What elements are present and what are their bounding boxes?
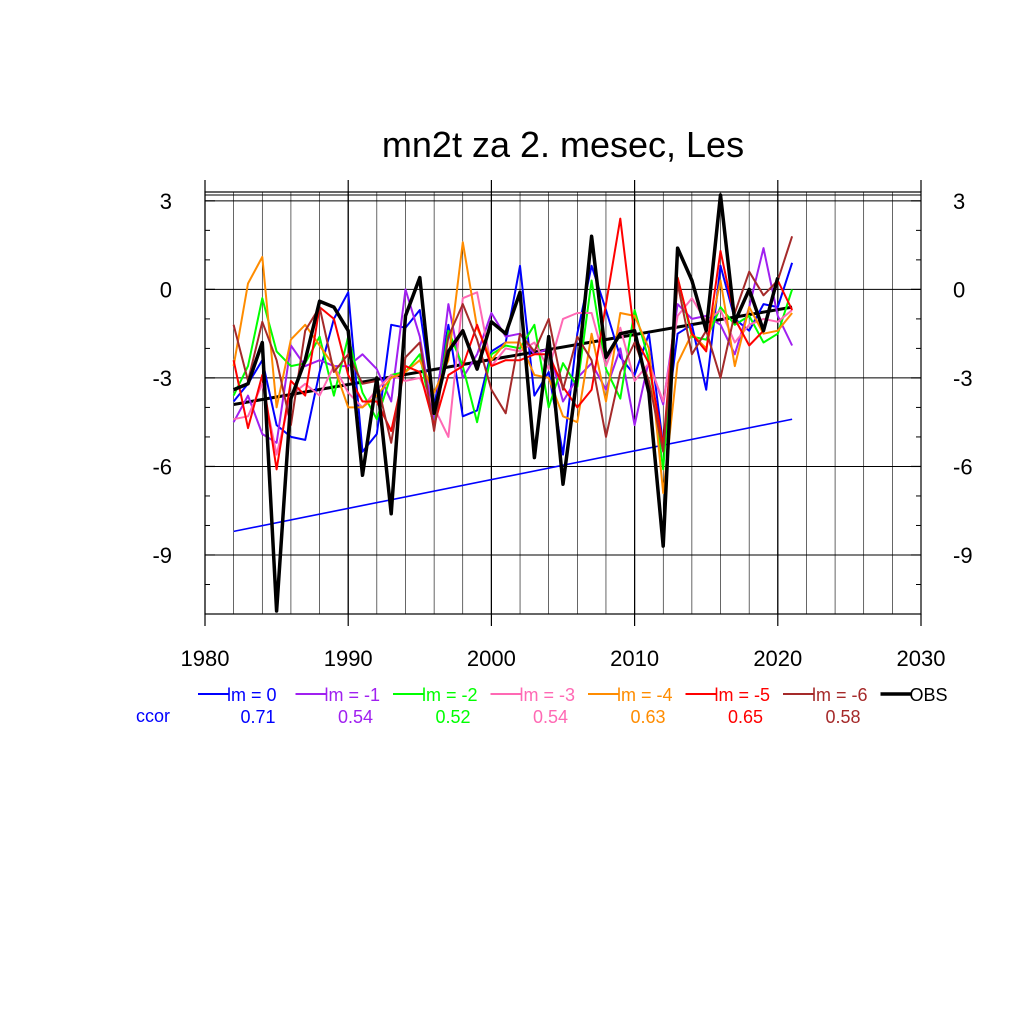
x-tick-label: 2000 xyxy=(467,646,516,671)
trend-line xyxy=(233,418,793,533)
chart-title: mn2t za 2. mesec, Les xyxy=(382,124,744,165)
trend-line xyxy=(233,305,793,406)
x-tick-label: 2010 xyxy=(610,646,659,671)
ccor-value: 0.58 xyxy=(825,707,860,727)
legend-label: lm = -5 xyxy=(715,685,771,705)
ticks: 3 3 0 0 -3 -3 -6 -6 -9 -9 1980 1990 2000 2010 2020 2030 xyxy=(152,180,973,671)
legend-label: lm = -4 xyxy=(617,685,673,705)
ccor-value: 0.63 xyxy=(630,707,665,727)
y-tick-label-right: -9 xyxy=(953,543,973,568)
legend-label: lm = -6 xyxy=(812,685,868,705)
ccor-value: 0.54 xyxy=(338,707,373,727)
plot-frame xyxy=(204,191,922,615)
x-tick-label: 2020 xyxy=(753,646,802,671)
y-tick-label-left: -6 xyxy=(152,454,172,479)
y-tick-label-right: 0 xyxy=(953,277,965,302)
legend-label: lm = 0 xyxy=(227,685,277,705)
ccor-value: 0.71 xyxy=(240,707,275,727)
ccor-value: 0.54 xyxy=(533,707,568,727)
legend-label: OBS xyxy=(910,685,948,705)
ccor-value: 0.52 xyxy=(435,707,470,727)
y-tick-label-left: 3 xyxy=(160,189,172,214)
y-tick-label-left: 0 xyxy=(160,277,172,302)
series-line-1 xyxy=(232,247,794,444)
y-tick-label-right: 3 xyxy=(953,189,965,214)
plot-lines xyxy=(232,193,794,613)
series-line-2 xyxy=(232,276,794,471)
ccor-label: ccor xyxy=(136,706,170,726)
x-tick-label: 1990 xyxy=(324,646,373,671)
y-tick-label-right: -3 xyxy=(953,366,973,391)
x-tick-label: 2030 xyxy=(897,646,946,671)
legend-label: lm = -2 xyxy=(422,685,478,705)
x-tick-label: 1980 xyxy=(181,646,230,671)
series-line-6 xyxy=(232,235,794,453)
y-tick-label-left: -3 xyxy=(152,366,172,391)
y-tick-label-right: -6 xyxy=(953,454,973,479)
series-line-7 xyxy=(232,193,780,613)
legend-label: lm = -1 xyxy=(325,685,381,705)
series-line-0 xyxy=(232,262,794,456)
legend-label: lm = -3 xyxy=(520,685,576,705)
y-tick-label-left: -9 xyxy=(152,543,172,568)
ccor-value: 0.65 xyxy=(728,707,763,727)
